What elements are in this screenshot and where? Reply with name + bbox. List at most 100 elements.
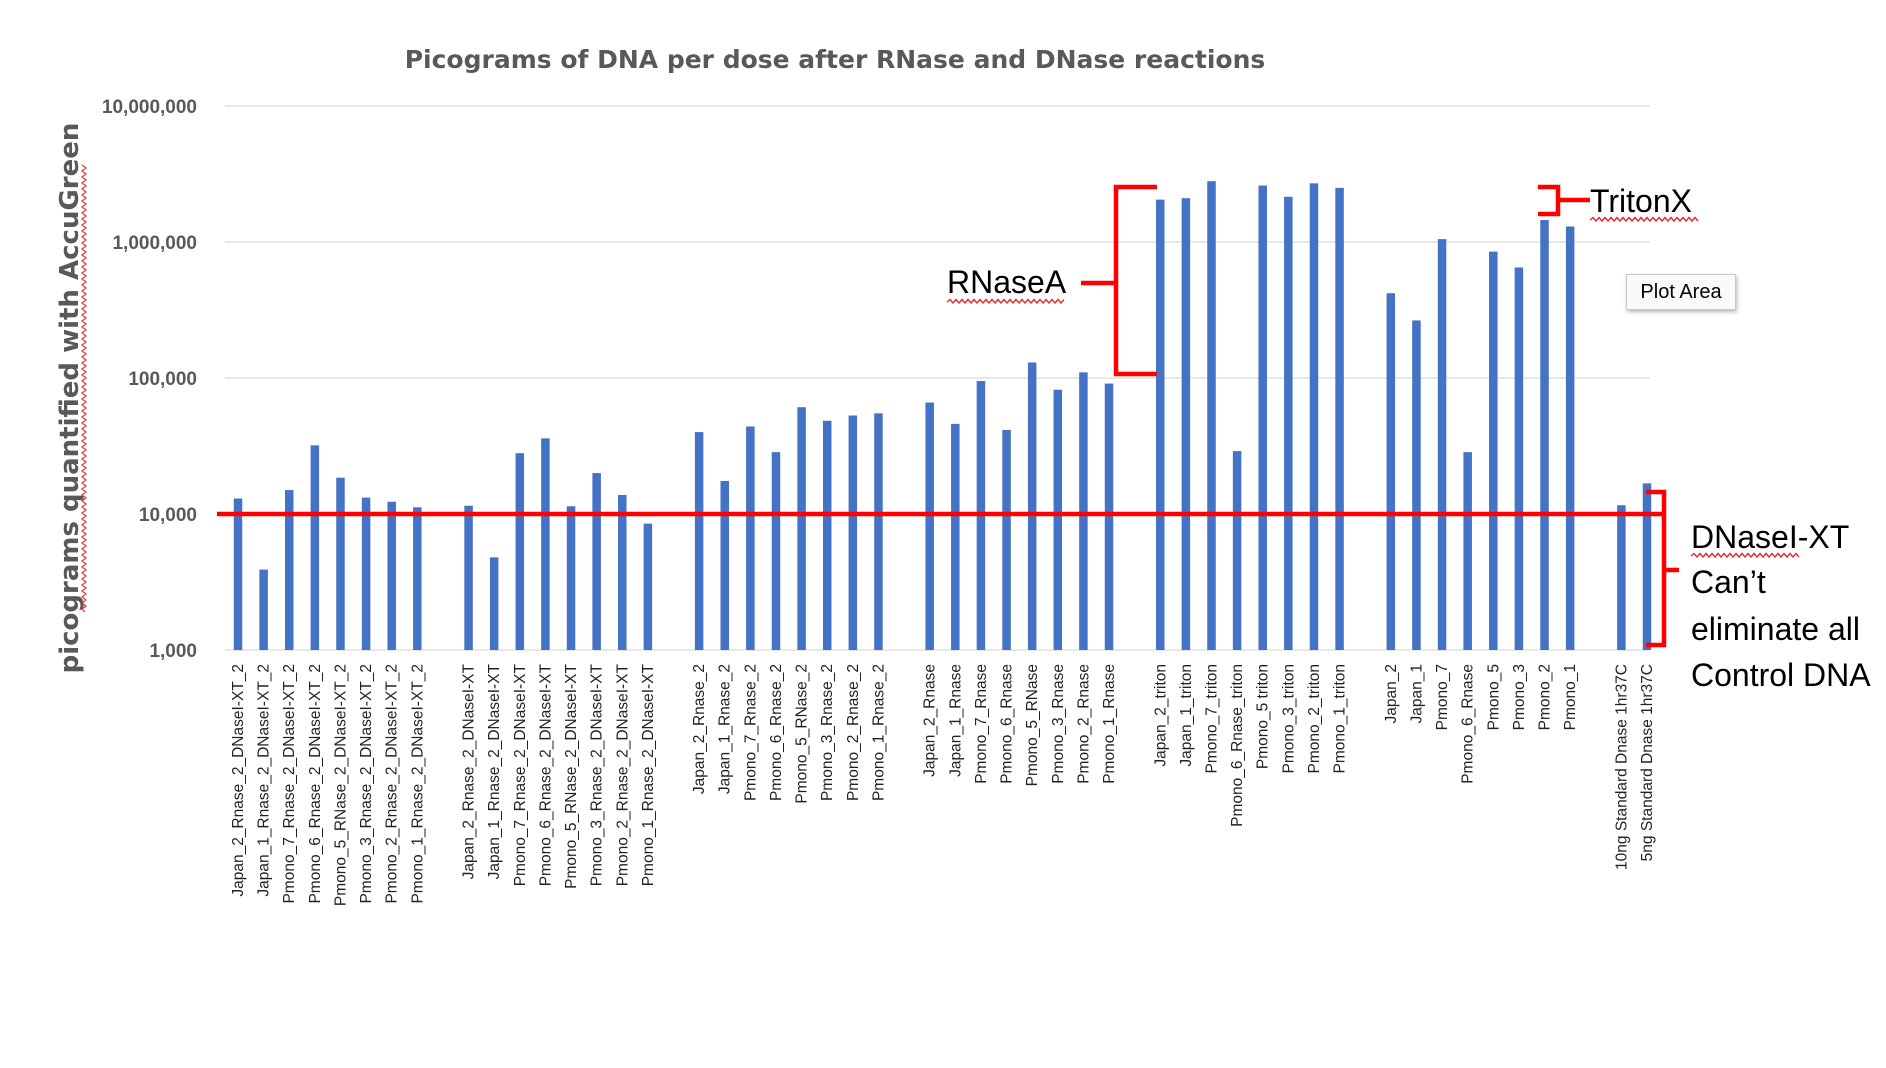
x-tick-label: Pmono_7_Rnase (973, 664, 990, 784)
x-tick-label: Pmono_5_RNase_2_DNaseI-XT_2 (332, 664, 349, 906)
x-tick-label: Pmono_2_triton (1306, 664, 1323, 773)
y-tick-label: 1,000 (149, 641, 197, 662)
bar (464, 505, 473, 650)
bar (848, 415, 858, 650)
bar (1565, 226, 1575, 650)
x-tick-label: Pmono_7 (1434, 664, 1451, 730)
x-tick-label: Pmono_3_Rnase_2_DNaseI-XT (589, 663, 606, 886)
bar (1104, 383, 1114, 650)
bar (515, 453, 525, 650)
x-tick-label: Japan_2_Rnase_2_DNaseI-XT_2 (230, 664, 247, 897)
triton-bracket (1538, 184, 1590, 217)
x-tick-label: Japan_1_Rnase_2_DNaseI-XT_2 (256, 664, 273, 897)
x-tick-label: Pmono_7_Rnase_2_DNaseI-XT (512, 663, 529, 886)
bar (1642, 483, 1652, 650)
annotation-dnase-line3: eliminate all (1691, 611, 1860, 647)
x-tick-label: 10ng Standard Dnase 1hr37C (1613, 664, 1630, 870)
x-tick-label: Japan_2 (1383, 664, 1400, 723)
x-tick-label: Japan_1 (1408, 664, 1425, 723)
bar (387, 501, 396, 650)
rnase-bracket (1081, 184, 1157, 377)
x-tick-label: Pmono_3_Rnase_2 (819, 664, 836, 801)
bar (1258, 185, 1267, 650)
bar (1437, 239, 1447, 650)
bar (1284, 196, 1293, 650)
bar (874, 413, 883, 650)
bar (541, 438, 550, 650)
bar (797, 407, 806, 650)
y-tick-label: 100,000 (128, 369, 197, 390)
bar (233, 498, 243, 650)
x-tick-label: Japan_2_Rnase_2 (691, 664, 708, 794)
bar (1156, 199, 1165, 650)
x-tick-label: Pmono_5_RNase_2_DNaseI-XT (563, 663, 580, 888)
x-tick-label: Pmono_2_Rnase (1075, 664, 1092, 784)
spellcheck-rnase (946, 298, 1065, 305)
bar (1181, 198, 1191, 651)
bar (413, 507, 422, 650)
x-tick-label: Japan_1_Rnase_2 (717, 664, 734, 794)
x-tick-label: Pmono_7_Rnase_2_DNaseI-XT_2 (281, 664, 298, 904)
bar (489, 557, 499, 650)
bar (592, 473, 601, 650)
bar (1463, 452, 1472, 650)
bar (1335, 187, 1344, 650)
x-tick-label: Pmono_2 (1537, 664, 1554, 730)
x-tick-label: Pmono_1_Rnase (1101, 664, 1118, 784)
plot-area-tooltip: Plot Area (1626, 274, 1736, 310)
bar (1053, 389, 1063, 650)
x-tick-label: Pmono_6_Rnase_2 (768, 664, 785, 801)
x-tick-label: Pmono_2_Rnase_2 (845, 664, 862, 801)
bar (1386, 293, 1396, 650)
bar (1232, 451, 1242, 650)
x-tick-label: Japan_1_Rnase (947, 664, 964, 777)
x-tick-label: Pmono_5_RNase_2 (794, 664, 811, 804)
y-axis-ticks: 1,000 10,000 100,000 1,000,000 10,000,000 (102, 97, 197, 662)
annotation-dnase-line1: DNaseI-XT (1691, 519, 1849, 555)
bar (822, 420, 832, 650)
spellcheck-ylabel (81, 164, 87, 613)
x-tick-label: Japan_1_triton (1178, 664, 1195, 767)
bar (1309, 183, 1319, 650)
x-tick-label: Pmono_6_Rnase (1460, 664, 1477, 784)
annotation-rnase: RNaseA (947, 264, 1067, 300)
x-tick-label: Pmono_7_Rnase_2 (742, 664, 759, 801)
y-axis-label: picograms quantified with AccuGreen (55, 123, 85, 674)
bar (1027, 362, 1037, 650)
x-axis-ticks: Japan_2_Rnase_2_DNaseI-XT_2 Japan_1_Rnase… (230, 663, 1656, 906)
bar (310, 445, 320, 650)
bar (1617, 505, 1626, 650)
x-tick-label: Pmono_5 triton (1255, 664, 1272, 769)
y-tick-label: 1,000,000 (112, 233, 197, 254)
x-tick-label: Pmono_1 (1562, 664, 1579, 730)
x-tick-label: Japan_1_Rnase_2_DNaseI-XT (486, 663, 503, 879)
bar (284, 490, 294, 650)
x-tick-label: Pmono_6_Rnase_triton (1229, 664, 1246, 827)
x-tick-label: Pmono_3_triton (1280, 664, 1297, 773)
x-tick-label: Japan_2_triton (1152, 664, 1169, 767)
x-tick-label: Pmono_1_Rnase_2 (870, 664, 887, 801)
bar (951, 423, 960, 650)
x-tick-label: Pmono_2_Rnase_2_DNaseI-XT_2 (384, 664, 401, 904)
bar (361, 497, 371, 650)
x-tick-label: Pmono_1_triton (1332, 664, 1349, 773)
chart-title: Picograms of DNA per dose after RNase an… (405, 45, 1266, 74)
x-tick-label: 5ng Standard Dnase 1hr37C (1639, 664, 1656, 861)
spellcheck-dnase (1690, 552, 1800, 559)
bar (259, 569, 268, 650)
x-tick-label: Pmono_3_Rnase (1050, 664, 1067, 784)
x-tick-label: Pmono_3 (1511, 664, 1528, 730)
x-tick-label: Pmono_6_Rnase (999, 664, 1016, 784)
x-tick-label: Pmono_7_triton (1203, 664, 1220, 773)
bar (618, 494, 627, 650)
bar (746, 426, 755, 650)
spellcheck-triton (1589, 216, 1699, 223)
bar (1207, 181, 1216, 650)
bar (1514, 267, 1524, 650)
x-tick-label: Pmono_2_Rnase_2_DNaseI-XT (614, 663, 631, 886)
bar (643, 523, 653, 650)
bar (566, 506, 576, 650)
bar (1489, 251, 1498, 650)
dnase-bracket (1646, 489, 1679, 648)
